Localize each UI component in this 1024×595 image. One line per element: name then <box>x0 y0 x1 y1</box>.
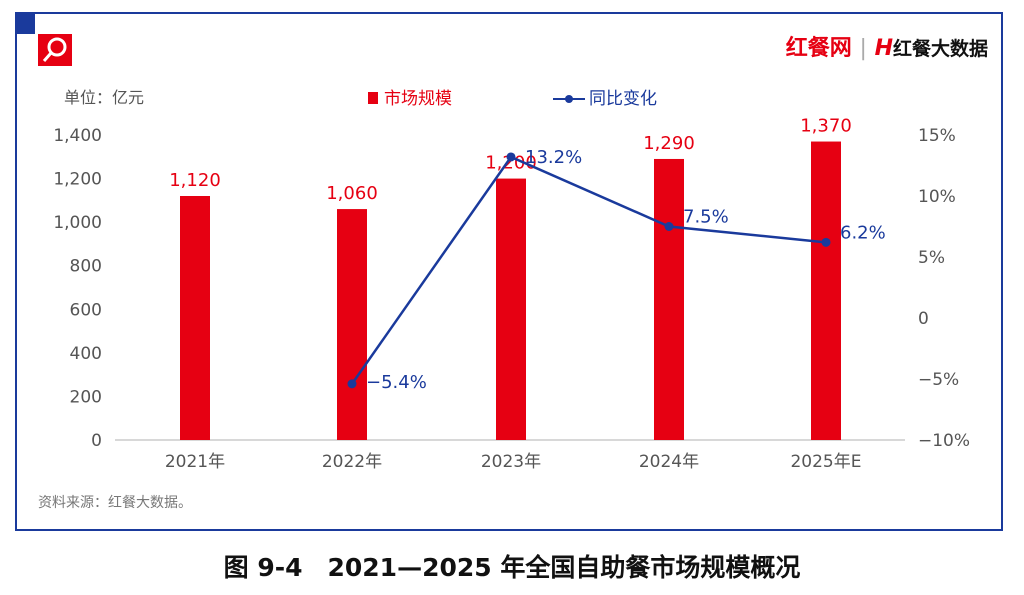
right-tick-label: 15% <box>918 126 956 146</box>
x-tick-label: 2025年E <box>790 452 861 472</box>
bar-data-label: 1,060 <box>326 183 378 204</box>
bar <box>496 178 526 441</box>
bar <box>337 209 367 440</box>
left-tick-label: 0 <box>91 431 102 451</box>
bar <box>811 141 841 441</box>
x-tick-label: 2023年 <box>481 452 541 472</box>
x-tick-label: 2022年 <box>322 452 382 472</box>
x-tick-label: 2021年 <box>165 452 225 472</box>
bar <box>180 196 210 440</box>
line-data-label: −5.4% <box>366 372 427 393</box>
legend-line-label: 同比变化 <box>589 89 657 109</box>
left-tick-label: 200 <box>70 387 102 407</box>
left-tick-label: 1,400 <box>53 126 102 146</box>
x-tick-label: 2024年 <box>639 452 699 472</box>
chart-frame <box>15 12 1003 531</box>
line-point <box>664 222 674 231</box>
legend-bar: 市场规模 <box>368 84 452 109</box>
left-tick-label: 600 <box>70 300 102 320</box>
line-series <box>350 155 827 385</box>
bar-data-label: 1,370 <box>800 116 852 137</box>
corner-decoration <box>15 12 35 34</box>
bar <box>654 158 684 440</box>
left-tick-label: 1,200 <box>53 170 102 190</box>
right-tick-label: −5% <box>918 370 959 390</box>
right-tick-label: 10% <box>918 187 956 207</box>
right-tick-label: 0 <box>918 309 929 329</box>
bar-data-label: 1,200 <box>485 153 537 174</box>
line-data-label: 13.2% <box>525 147 582 168</box>
brand-name: 红餐网 <box>785 36 852 61</box>
line-point <box>347 379 357 389</box>
source-note: 资料来源：红餐大数据。 <box>38 495 192 511</box>
line-data-label: 7.5% <box>683 207 729 228</box>
figure-caption: 图 9-4 2021—2025 年全国自助餐市场规模概况 <box>223 553 801 582</box>
left-tick-label: 400 <box>70 344 102 364</box>
left-tick-label: 1,000 <box>53 213 102 233</box>
magnifier-logo-icon <box>38 34 72 66</box>
brand-logo: 红餐网 | H红餐大数据 <box>785 36 988 61</box>
line-point <box>821 237 831 247</box>
bar-data-label: 1,290 <box>643 133 695 154</box>
right-tick-label: 5% <box>918 248 945 268</box>
legend-line: 同比变化 <box>553 84 657 109</box>
legend-bar-label: 市场规模 <box>384 89 452 109</box>
brand-sub: 红餐大数据 <box>892 38 988 60</box>
unit-label: 单位：亿元 <box>64 88 145 107</box>
line-data-label: 6.2% <box>840 222 886 243</box>
line-point <box>506 152 516 162</box>
bar-data-label: 1,120 <box>169 170 221 191</box>
right-tick-label: −10% <box>918 431 970 451</box>
left-tick-label: 800 <box>70 257 102 277</box>
